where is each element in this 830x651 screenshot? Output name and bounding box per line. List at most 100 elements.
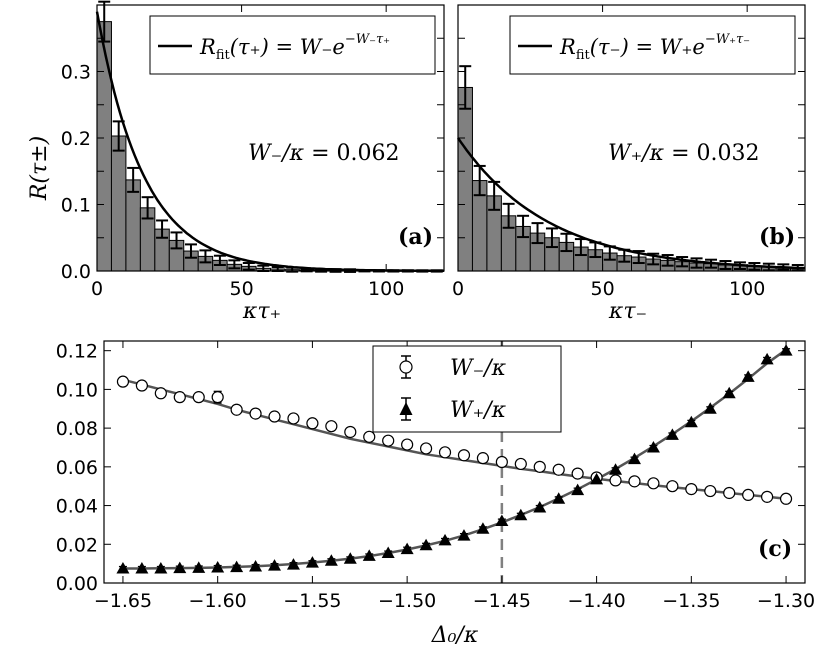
w-minus-point	[211, 391, 224, 404]
panel-b-error-bar	[661, 254, 674, 267]
panel-b-error-bar	[618, 248, 631, 263]
w-plus-point	[646, 440, 660, 453]
panel-b-error-bar	[705, 258, 718, 269]
w-plus-point	[419, 538, 433, 551]
panel-a-y-label: R(τ±)	[27, 136, 52, 201]
w-plus-point	[381, 546, 395, 558]
panel-b-label: (b)	[759, 224, 795, 250]
w-plus-point	[211, 561, 225, 573]
panel-a-error-bar	[213, 254, 226, 267]
panel-a-x-tick-label: 0	[91, 278, 103, 300]
w-minus-point	[761, 490, 774, 503]
panel-a-legend-R: R	[199, 35, 216, 59]
legend-marker-triangle	[399, 397, 413, 421]
w-minus-point	[704, 484, 717, 498]
panel-a-error-bar	[156, 219, 169, 239]
panel-b-error-bar	[459, 65, 472, 110]
w-minus-point	[268, 410, 281, 423]
w-plus-point	[533, 500, 547, 513]
panel-a: 0 50 100 0.0 0.1 0.2 0.3 R(τ±) κτ₊ Rfit(τ₊) = …	[27, 0, 445, 324]
w-plus-point	[495, 514, 509, 527]
panel-a-error-bar	[199, 249, 212, 264]
w-plus-point	[116, 561, 130, 574]
w-minus-point	[419, 442, 433, 455]
w-minus-point	[116, 375, 130, 388]
w-minus-point	[135, 379, 148, 392]
panel-c-x-tick-label: −1.50	[378, 590, 436, 612]
svg-text:Rfit(τ₊) = W₋e−W₋τ₊: Rfit(τ₊) = W₋e−W₋τ₊	[199, 32, 390, 63]
panel-b-error-bars	[459, 65, 804, 272]
panel-b-legend-rhs: = W₊e	[629, 35, 705, 59]
legend-marker-circle	[399, 355, 413, 379]
panel-b-x-tick-label: 100	[729, 278, 765, 300]
w-minus-point	[325, 420, 338, 433]
w-minus-point	[647, 477, 660, 490]
panel-a-bar	[96, 21, 112, 272]
panel-b-error-bar	[574, 238, 587, 257]
panel-a-annotation-value: = 0.062	[304, 141, 399, 166]
panel-c-legend: W₋/κ W₊/κ	[372, 345, 562, 433]
panel-b-bars	[457, 86, 806, 272]
w-plus-point	[268, 559, 282, 571]
panel-c-y-tick-label: 0.12	[56, 341, 98, 363]
panel-b-error-bar	[603, 245, 616, 261]
w-plus-point	[305, 556, 319, 568]
w-minus-point	[438, 446, 452, 459]
panel-a-x-tick-label: 50	[229, 278, 253, 300]
panel-a-error-bar	[228, 259, 241, 270]
legend-label-w-plus: W₊/κ	[450, 398, 507, 423]
panel-b-error-bar	[647, 252, 660, 266]
w-plus-point	[741, 370, 755, 382]
panel-b-error-bar	[517, 214, 530, 239]
panel-b-legend: Rfit(τ₋) = W₊e−W₊τ₋	[509, 15, 796, 75]
panel-a-annotation-lhs: W₋/κ	[248, 141, 305, 166]
panel-c-y-tick-label: 0.06	[56, 457, 98, 479]
w-minus-point	[495, 455, 508, 469]
panel-b-error-bar	[473, 164, 486, 197]
w-plus-point	[324, 554, 338, 566]
panel-b-x-tick-label: 50	[590, 278, 614, 300]
panel-b-annotation-value: = 0.032	[664, 141, 759, 166]
svg-text:Rfit(τ₋) = W₊e−W₊τ₋: Rfit(τ₋) = W₊e−W₊τ₋	[559, 32, 750, 63]
panel-a-error-bar	[127, 166, 140, 193]
panel-b-x-tick-label: 0	[452, 278, 464, 300]
w-plus-point	[457, 529, 471, 541]
panel-b-error-bar	[762, 262, 775, 272]
w-minus-point	[173, 391, 186, 404]
w-minus-point	[476, 452, 490, 465]
w-minus-point	[306, 417, 319, 430]
w-minus-point	[249, 407, 262, 420]
panel-c-x-tick-label: −1.40	[567, 590, 625, 612]
panel-a-annotation: W₋/κ = 0.062	[248, 141, 399, 166]
w-plus-point	[571, 483, 585, 496]
panel-b-error-bar	[791, 264, 804, 272]
w-plus-point	[760, 352, 774, 365]
panel-c-x-tick-label: −1.30	[757, 590, 815, 612]
w-plus-point	[192, 561, 206, 573]
w-plus-point	[173, 561, 187, 574]
panel-a-error-bar	[242, 262, 255, 271]
w-minus-point	[363, 430, 376, 443]
panel-a-error-bar	[112, 120, 125, 152]
w-plus-point	[400, 542, 414, 555]
w-minus-point	[533, 460, 546, 473]
w-minus-point	[723, 486, 736, 500]
panel-a-legend-exponent: −W₋τ₊	[345, 32, 390, 47]
w-minus-point	[666, 480, 679, 493]
panel-b-error-bar	[531, 222, 544, 245]
panel-c-x-tick-label: −1.65	[94, 590, 152, 612]
panel-b-error-bar	[560, 232, 573, 253]
legend-label-w-minus: W₋/κ	[450, 356, 507, 381]
panel-b-legend-R: R	[559, 35, 576, 59]
panel-c-y-tick-label: 0.08	[56, 418, 98, 440]
panel-c-y-tick-label: 0.04	[56, 496, 98, 518]
w-plus-point	[230, 560, 244, 573]
panel-b-error-bar	[632, 250, 645, 265]
w-minus-point	[685, 483, 698, 496]
w-minus-point	[609, 474, 622, 487]
w-minus-point	[287, 412, 300, 425]
panel-c-x-tick-label: −1.60	[189, 590, 247, 612]
panel-a-legend-arg: (τ₊)	[230, 35, 269, 59]
panel-a-error-bar	[170, 231, 183, 250]
panel-c-points-w-plus	[116, 344, 793, 574]
